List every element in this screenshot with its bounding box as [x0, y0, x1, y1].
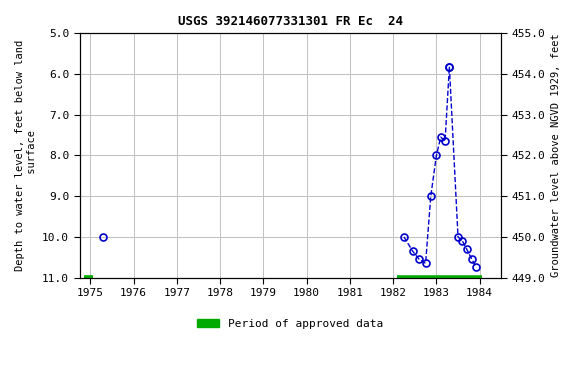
Title: USGS 392146077331301 FR Ec  24: USGS 392146077331301 FR Ec 24	[178, 15, 403, 28]
Y-axis label: Groundwater level above NGVD 1929, feet: Groundwater level above NGVD 1929, feet	[551, 33, 561, 277]
Y-axis label: Depth to water level, feet below land
 surface: Depth to water level, feet below land su…	[15, 40, 37, 271]
Legend: Period of approved data: Period of approved data	[193, 314, 388, 333]
